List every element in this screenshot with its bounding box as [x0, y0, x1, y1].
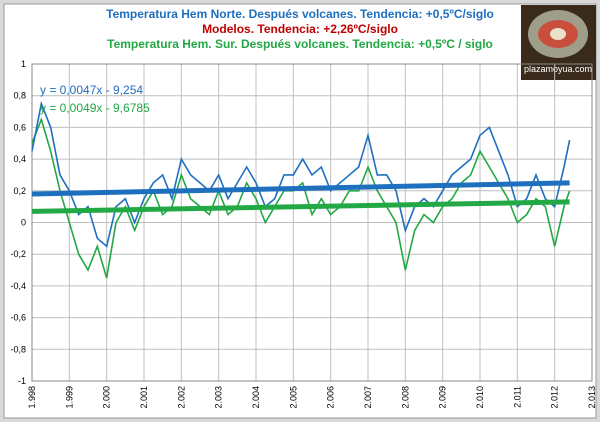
x-tick-label: 2.008: [400, 386, 410, 409]
x-tick-label: 2.003: [214, 386, 224, 409]
y-tick-label: 0: [21, 218, 26, 228]
y-tick-label: 0,4: [13, 154, 26, 164]
y-tick-label: -0,6: [10, 313, 26, 323]
y-tick-label: -0,2: [10, 249, 26, 259]
x-tick-label: 1.999: [64, 386, 74, 409]
trend-equation: y = 0,0049x - 9,6785: [40, 101, 150, 115]
y-tick-label: 1: [21, 59, 26, 69]
y-tick-label: -1: [18, 376, 26, 386]
logo-text: plazamoyua.com: [524, 64, 592, 74]
title-line: Temperatura Hem. Sur. Después volcanes. …: [107, 37, 493, 51]
y-tick-label: 0,2: [13, 186, 26, 196]
trend-equation: y = 0,0047x - 9,254: [40, 83, 143, 97]
x-tick-label: 2.013: [587, 386, 597, 409]
trend-line: [31, 199, 570, 214]
data-line: [31, 100, 571, 248]
x-tick-label: 2.011: [512, 386, 522, 408]
x-tick-label: 2.002: [176, 386, 186, 409]
x-tick-label: 2.012: [550, 386, 560, 409]
trend-line: [31, 180, 570, 197]
x-tick-label: 2.001: [139, 386, 149, 409]
x-tick-label: 2.005: [288, 386, 298, 409]
x-tick-label: 2.010: [475, 386, 485, 409]
title-line: Modelos. Tendencia: +2,26ºC/siglo: [202, 22, 398, 36]
y-tick-label: 0,8: [13, 91, 26, 101]
x-tick-label: 2.004: [251, 386, 261, 409]
title-line: Temperatura Hem Norte. Después volcanes.…: [106, 7, 494, 21]
y-tick-label: -0,4: [10, 281, 26, 291]
x-tick-label: 2.007: [363, 386, 373, 409]
logo: plazamoyua.com: [521, 5, 596, 80]
y-tick-label: -0,8: [10, 344, 26, 354]
y-tick-label: 0,6: [13, 122, 26, 132]
x-tick-label: 1.998: [27, 386, 37, 409]
plot-border: [31, 63, 593, 382]
x-tick-label: 2.006: [326, 386, 336, 409]
x-tick-label: 2.009: [438, 386, 448, 409]
x-tick-label: 2.000: [102, 386, 112, 409]
